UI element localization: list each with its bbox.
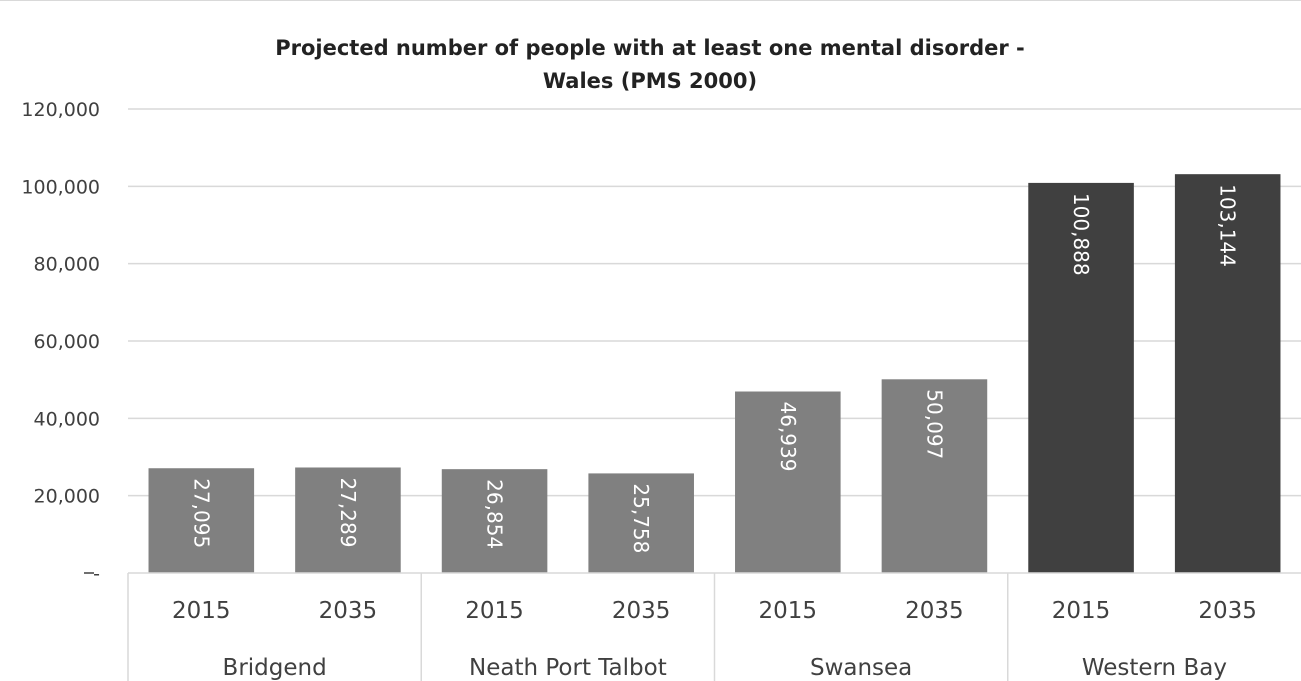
y-tick-label: 120,000	[21, 99, 100, 121]
bar	[588, 473, 694, 573]
x-group-label: Bridgend	[223, 655, 327, 681]
y-tick-label: 80,000	[34, 254, 100, 276]
x-category-label: 2015	[1052, 598, 1111, 624]
bar	[441, 469, 548, 573]
y-tick-label: -	[93, 563, 100, 585]
data-label: 27,095	[189, 478, 213, 548]
x-group-label: Swansea	[810, 655, 912, 681]
bar	[295, 467, 401, 573]
x-category-label: 2015	[172, 598, 231, 624]
bar	[1028, 182, 1134, 574]
x-category-label: 2035	[319, 598, 378, 624]
bar	[148, 468, 255, 573]
y-tick-label: 60,000	[34, 331, 100, 353]
y-tick-label: 20,000	[34, 486, 100, 508]
y-tick-label: 100,000	[21, 176, 100, 198]
bar	[881, 379, 988, 573]
x-category-label: 2015	[465, 598, 524, 624]
chart-title: Projected number of people with at least…	[275, 36, 1025, 60]
x-category-label: 2035	[1198, 598, 1257, 624]
chart-subtitle: Wales (PMS 2000)	[543, 69, 757, 93]
bar	[1174, 174, 1281, 574]
data-label: 100,888	[1069, 193, 1093, 276]
data-label: 103,144	[1216, 184, 1240, 267]
x-group-label: Neath Port Talbot	[469, 655, 667, 681]
data-label: 46,939	[776, 402, 800, 472]
x-category-label: 2035	[905, 598, 964, 624]
bar	[735, 391, 841, 573]
x-category-label: 2015	[759, 598, 818, 624]
data-label: 25,758	[629, 483, 653, 553]
data-label: 26,854	[483, 479, 507, 549]
x-group-label: Western Bay	[1082, 655, 1227, 681]
data-label: 27,289	[336, 477, 360, 547]
data-label: 50,097	[922, 389, 946, 459]
x-category-label: 2035	[612, 598, 671, 624]
y-tick-label: 40,000	[34, 408, 100, 430]
